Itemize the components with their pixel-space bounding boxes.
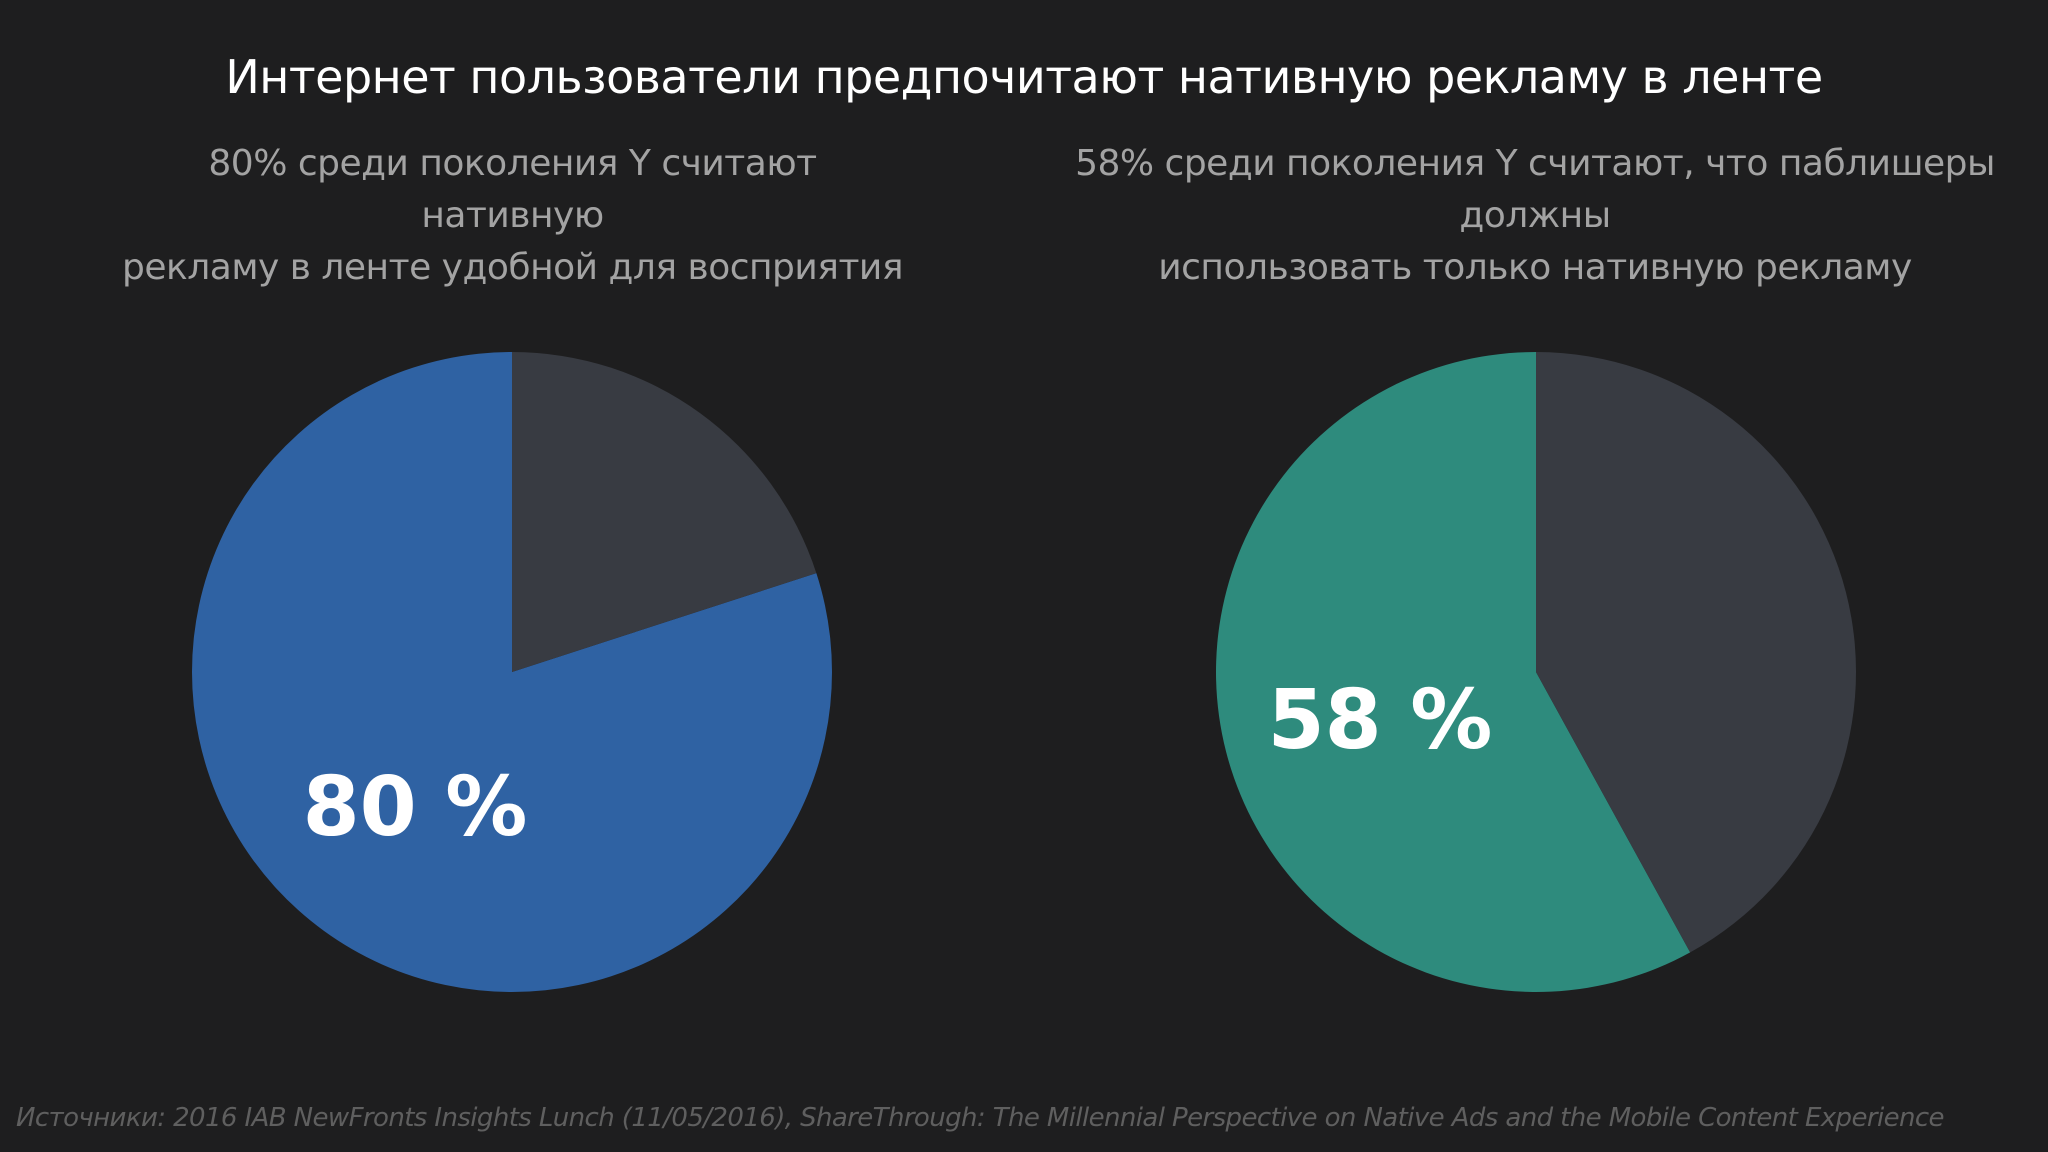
chart-2-subtitle-line-2: использовать только нативную рекламу xyxy=(1158,247,1912,288)
pie-2-slice-2 xyxy=(1536,352,1856,953)
chart-1-subtitle-line-2: рекламу в ленте удобной для восприятия xyxy=(122,247,903,288)
pie-2-slice-1 xyxy=(1215,351,1691,993)
chart-1-subtitle: 80% среди поколения Y считают нативную р… xyxy=(120,138,905,294)
chart-1-subtitle-line-1: 80% среди поколения Y считают нативную xyxy=(208,143,817,236)
chart-2-subtitle: 58% среди поколения Y считают, что пабли… xyxy=(1040,138,2030,294)
slide-title: Интернет пользователи предпочитают натив… xyxy=(225,50,1823,104)
pie-chart-1: 80 % xyxy=(192,352,832,992)
pie-2-data-label: 58 % xyxy=(1268,673,1493,768)
footnote-sources: Источники: 2016 IAB NewFronts Insights L… xyxy=(16,1103,1945,1133)
pie-1-data-label: 80 % xyxy=(303,760,528,855)
pie-chart-2: 58 % xyxy=(1215,351,1856,993)
pie-1-slice-2 xyxy=(512,352,817,672)
chart-2-subtitle-line-1: 58% среди поколения Y считают, что пабли… xyxy=(1075,143,1995,236)
